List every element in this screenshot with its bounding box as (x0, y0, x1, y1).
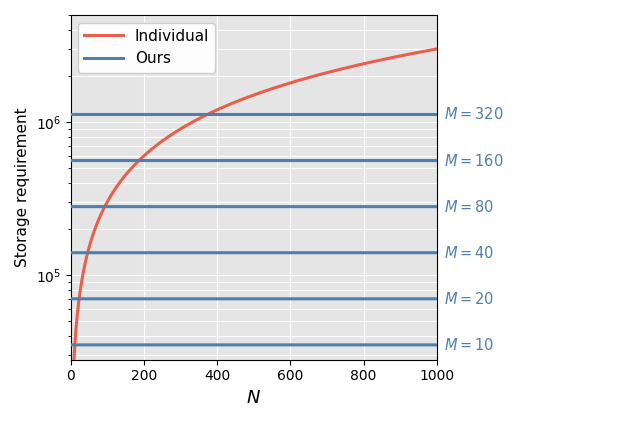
Ours (355, 342, 363, 347)
Ours (422, 342, 430, 347)
Ours (422, 342, 430, 347)
Text: $M = 320$: $M = 320$ (444, 106, 503, 122)
Text: $M = 10$: $M = 10$ (444, 337, 494, 353)
Individual (235, 98, 243, 103)
Text: $M = 160$: $M = 160$ (444, 152, 503, 168)
Text: $M = 40$: $M = 40$ (444, 245, 494, 261)
Individual (422, 49, 430, 54)
Ours (245, 342, 253, 347)
Text: $M = 80$: $M = 80$ (444, 199, 494, 215)
Ours (67, 342, 75, 347)
Individual (422, 49, 430, 54)
Y-axis label: Storage requirement: Storage requirement (15, 108, 30, 267)
X-axis label: $N$: $N$ (246, 389, 261, 407)
Text: $M = 20$: $M = 20$ (444, 291, 494, 307)
Ours (235, 342, 243, 347)
Individual (355, 62, 363, 68)
Line: Individual: Individual (71, 49, 437, 422)
Legend: Individual, Ours: Individual, Ours (78, 23, 216, 73)
Individual (86, 243, 94, 248)
Individual (245, 94, 253, 99)
Individual (433, 46, 441, 51)
Ours (433, 342, 441, 347)
Ours (86, 342, 94, 347)
